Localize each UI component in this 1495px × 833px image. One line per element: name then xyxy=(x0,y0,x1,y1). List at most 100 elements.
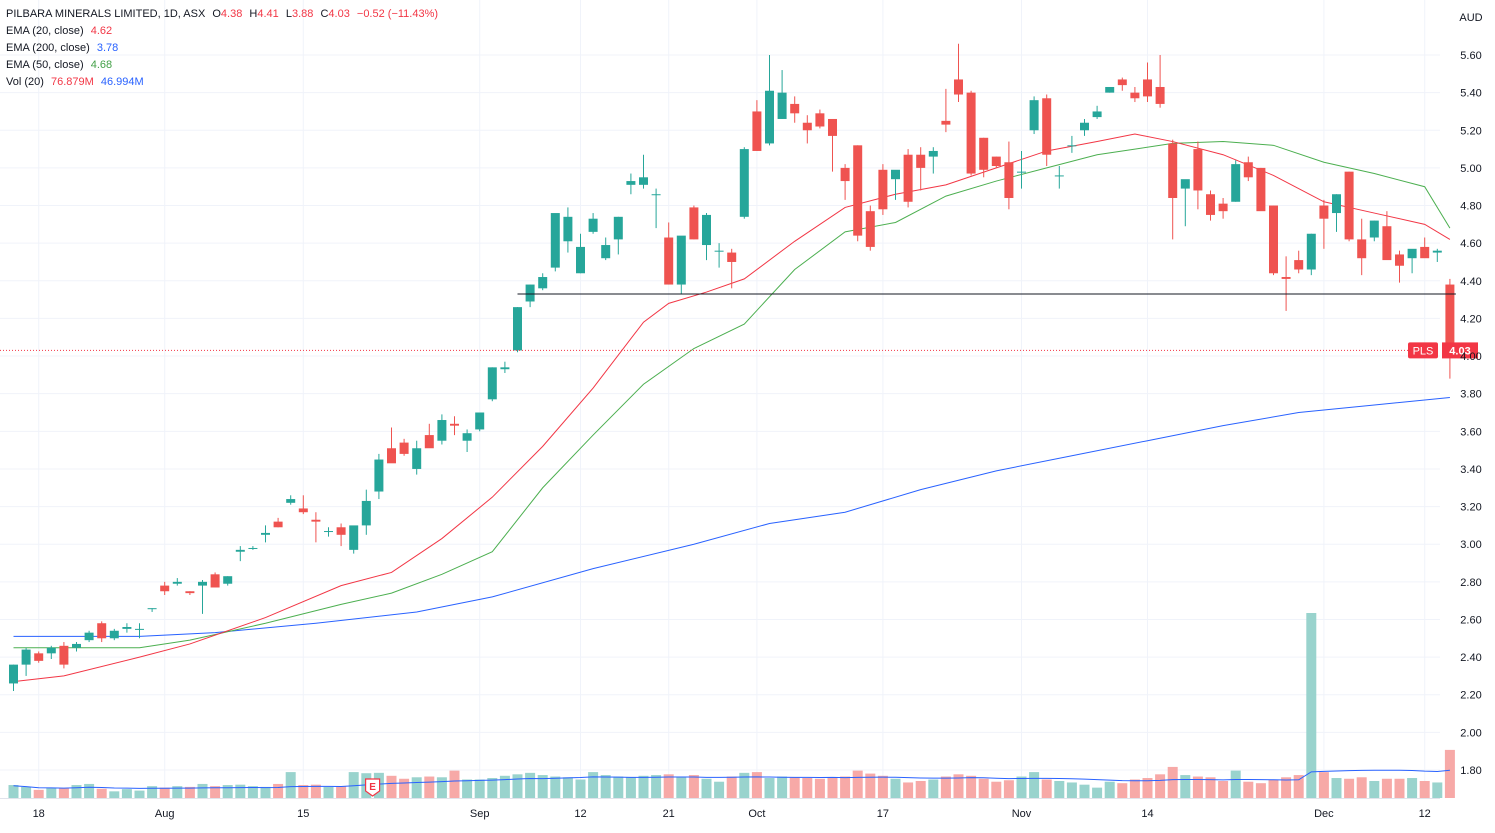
volume-bar xyxy=(273,783,284,798)
volume-bar xyxy=(852,770,863,798)
y-tick-label: 3.20 xyxy=(1460,502,1481,514)
earnings-marker[interactable] xyxy=(365,778,381,797)
y-tick-label: 2.60 xyxy=(1460,614,1481,626)
volume-bars xyxy=(8,613,1455,798)
candle-body xyxy=(1017,171,1026,173)
candle-body xyxy=(702,214,711,246)
candle-body xyxy=(462,433,472,441)
candle-body xyxy=(185,591,195,594)
volume-bar xyxy=(1155,774,1166,798)
high-value: 4.41 xyxy=(257,8,279,20)
ema200-label: EMA (200, close) xyxy=(6,42,90,54)
candle-body xyxy=(954,79,963,95)
candle-body xyxy=(513,307,522,351)
moving-averages xyxy=(13,133,1451,683)
currency-label: AUD xyxy=(1459,12,1482,24)
volume-bar xyxy=(726,776,737,798)
volume-bar xyxy=(814,778,825,798)
volume-bar xyxy=(247,786,258,798)
candle-body xyxy=(437,420,447,441)
price-tag-bg xyxy=(1442,342,1478,359)
volume-bar xyxy=(1079,784,1090,798)
overlays: PLS 4.03 E xyxy=(0,293,1478,797)
candle-body xyxy=(563,216,573,242)
volume-bar xyxy=(1255,783,1266,798)
volume-bar xyxy=(802,778,813,798)
candle-body xyxy=(1294,260,1304,270)
chart-legend: PILBARA MINERALS LIMITED, 1D, ASX O4.38 … xyxy=(6,6,438,91)
x-tick-label: Dec xyxy=(1314,808,1334,820)
x-tick-label: 15 xyxy=(297,808,309,820)
volume-bar xyxy=(1230,770,1241,798)
ema20-row[interactable]: EMA (20, close) 4.62 xyxy=(6,23,438,40)
candle-body xyxy=(1395,254,1404,266)
volume-bar xyxy=(449,770,460,798)
candle-body xyxy=(34,653,44,661)
candle-body xyxy=(1143,79,1152,97)
candle-body xyxy=(790,103,800,114)
candle-body xyxy=(991,156,1001,167)
x-tick-label: 14 xyxy=(1141,808,1153,820)
y-tick-label: 4.00 xyxy=(1460,351,1481,363)
candle-body xyxy=(613,216,623,240)
candle-body xyxy=(223,576,233,584)
volume-label: Vol (20) xyxy=(6,76,44,88)
volume-bar xyxy=(109,791,120,798)
volume-value: 76.879M xyxy=(50,76,94,88)
volume-bar xyxy=(1331,778,1342,798)
candle-body xyxy=(1130,92,1140,99)
volume-bar xyxy=(966,775,977,798)
ema20-line xyxy=(13,133,1451,683)
symbol-tag-bg xyxy=(1408,342,1438,359)
volume-bar xyxy=(877,775,888,798)
volume-bar xyxy=(1281,777,1292,798)
volume-bar xyxy=(1180,775,1191,798)
volume-bar xyxy=(1218,780,1229,798)
candle-body xyxy=(727,252,737,262)
candle-body xyxy=(1080,122,1089,131)
volume-bar xyxy=(1381,778,1392,798)
volume-bar xyxy=(399,778,410,798)
candle-body xyxy=(1357,239,1367,259)
candle-body xyxy=(261,532,270,535)
candle-body xyxy=(1180,179,1190,189)
volume-bar xyxy=(562,777,573,798)
candle-body xyxy=(966,92,976,174)
candle-body xyxy=(1218,203,1228,212)
volume-bar xyxy=(827,777,838,798)
volume-bar xyxy=(96,788,107,798)
candle-body xyxy=(1193,149,1203,191)
ema50-row[interactable]: EMA (50, close) 4.68 xyxy=(6,57,438,74)
ema200-row[interactable]: EMA (200, close) 3.78 xyxy=(6,40,438,57)
volume-bar xyxy=(1432,782,1443,798)
candle-body xyxy=(198,581,207,586)
y-tick-label: 2.40 xyxy=(1460,652,1481,664)
volume-bar xyxy=(1407,778,1418,798)
candle-body xyxy=(979,137,989,170)
candle-body xyxy=(1382,226,1392,261)
y-tick-label: 5.60 xyxy=(1460,50,1481,62)
candle-body xyxy=(412,448,422,469)
volume-row[interactable]: Vol (20) 76.879M 46.994M xyxy=(6,74,438,91)
volume-bar xyxy=(1041,779,1052,798)
symbol-title[interactable]: PILBARA MINERALS LIMITED, 1D, ASX xyxy=(6,8,206,20)
volume-bar xyxy=(1016,776,1027,798)
volume-bar xyxy=(298,785,309,798)
x-tick-label: 18 xyxy=(33,808,45,820)
candle-body xyxy=(311,519,321,522)
candle-body xyxy=(97,623,107,639)
candle-body xyxy=(172,581,182,584)
volume-bar xyxy=(1369,780,1380,798)
volume-bar xyxy=(33,789,44,798)
candle-body xyxy=(651,194,661,196)
y-tick-label: 4.40 xyxy=(1460,276,1481,288)
y-tick-label: 5.00 xyxy=(1460,163,1481,175)
x-tick-label: 21 xyxy=(663,808,675,820)
volume-bar xyxy=(1318,772,1329,798)
candlesticks xyxy=(9,43,1455,691)
y-tick-label: 2.20 xyxy=(1460,690,1481,702)
volume-bar xyxy=(575,779,586,798)
volume-bar xyxy=(550,776,561,798)
volume-bar xyxy=(663,774,674,798)
